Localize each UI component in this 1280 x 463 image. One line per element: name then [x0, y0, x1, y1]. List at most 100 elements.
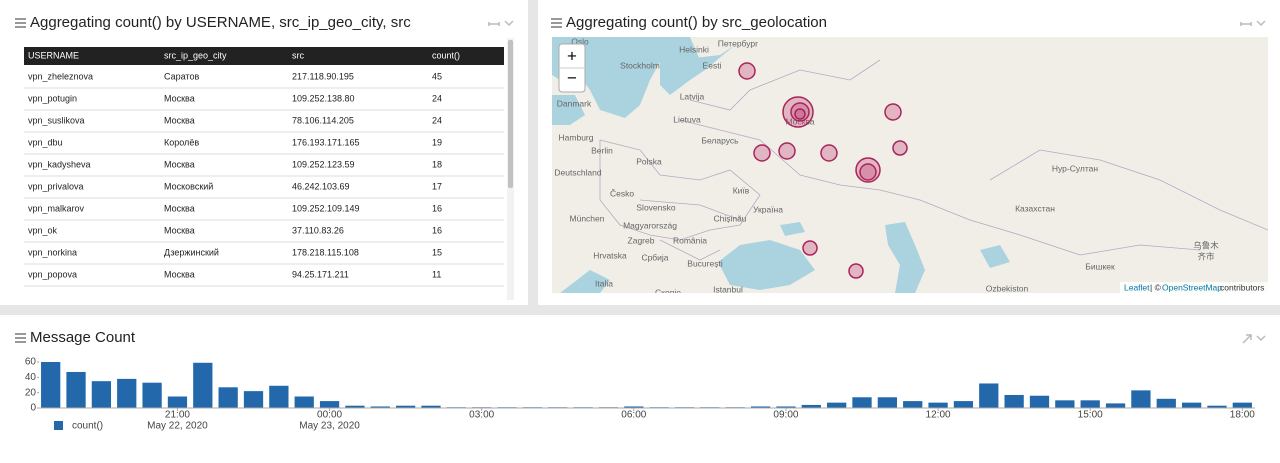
attribution-link[interactable]: OpenStreetMap: [1162, 282, 1222, 292]
x-tick-label: 09:00: [773, 410, 798, 421]
table-cell: 46.242.103.69: [292, 181, 350, 191]
x-tick-label: 03:00: [469, 410, 494, 421]
bar: [66, 371, 86, 408]
column-header: count(): [432, 50, 460, 60]
table-header: [24, 47, 504, 65]
panel-controls[interactable]: [488, 20, 1266, 344]
scrollbar[interactable]: [508, 40, 513, 188]
sea: [780, 222, 805, 236]
map-label: Magyarország: [623, 220, 677, 230]
bar: [193, 362, 213, 408]
attribution-text: | ©: [1150, 282, 1162, 292]
sea: [552, 95, 585, 125]
map-label: Hrvatska: [593, 250, 627, 260]
bar: [1080, 400, 1100, 408]
attribution-link[interactable]: Leaflet: [1124, 282, 1150, 292]
table-cell: vpn_dbu: [28, 137, 63, 147]
map-label: Stockholm: [620, 60, 660, 70]
table-cell: 17: [432, 181, 442, 191]
zoom-in[interactable]: +: [567, 46, 577, 65]
bar: [852, 397, 872, 408]
bar: [1156, 398, 1176, 408]
borders: [599, 59, 1268, 261]
map-label: Polska: [636, 156, 662, 166]
table-cell: 94.25.171.211: [292, 269, 349, 279]
table-cell: Москва: [164, 269, 195, 279]
table-cell: Москва: [164, 203, 195, 213]
bar: [877, 397, 897, 408]
zoom-out[interactable]: −: [567, 68, 577, 87]
column-header: src: [292, 50, 304, 60]
chart: 0 20 40 60 21:00 00:00 03:00 06:00 09:00 12:00 15:…: [25, 357, 1255, 432]
table-cell: 217.118.90.195: [292, 71, 354, 81]
map-label: Hamburg: [559, 132, 594, 142]
map[interactable]: Oslo Helsinki Петербург Stockholm Eesti Latvi…: [552, 36, 1268, 297]
bar: [396, 405, 416, 408]
map-label: Oslo: [571, 36, 589, 46]
map-label: Бишкек: [1085, 261, 1115, 271]
x-tick-label: 06:00: [621, 410, 646, 421]
bar: [953, 401, 974, 408]
map-label: Latvija: [680, 91, 705, 101]
table-cell: vpn_potugin: [28, 93, 77, 103]
table-cell: 15: [432, 247, 442, 257]
table-cell: vpn_kadysheva: [28, 159, 91, 169]
map-label: München: [570, 213, 605, 223]
table-cell: Саратов: [164, 71, 199, 81]
menu-icon[interactable]: [551, 18, 562, 28]
map-label: Казахстан: [1015, 203, 1055, 213]
table-cell: Москва: [164, 115, 195, 125]
bar: [243, 391, 264, 408]
table-panel: [0, 0, 528, 305]
map-label: Србија: [641, 252, 668, 262]
table-cell: Дзержинский: [164, 247, 219, 257]
table-cell: Москва: [164, 225, 195, 235]
menu-icon[interactable]: [15, 333, 26, 343]
bar: [41, 362, 61, 408]
map-label: Беларусь: [701, 135, 739, 145]
panel-title: Aggregating count() by USERNAME, src_ip_…: [30, 14, 411, 31]
legend-label: count(): [72, 421, 103, 432]
bar: [801, 404, 821, 408]
table-cell: 109.252.109.149: [292, 203, 360, 213]
table-cell: 45: [432, 71, 442, 81]
bar: [1131, 390, 1151, 408]
map-label: Berlin: [591, 145, 613, 155]
table-cell: Московский: [164, 181, 213, 191]
map-label: 乌鲁木: [1193, 240, 1219, 250]
table-cell: vpn_ok: [28, 225, 58, 235]
map-label: Italia: [595, 278, 613, 288]
y-tick-label: 20: [25, 387, 37, 398]
map-label: Lietuva: [673, 114, 701, 124]
table-cell: Королёв: [164, 137, 199, 147]
map-labels: Oslo Helsinki Петербург Stockholm Eesti Latvi…: [554, 36, 1219, 293]
date-label: May 22, 2020: [147, 421, 208, 432]
bar: [319, 401, 340, 408]
legend-swatch: [54, 421, 63, 430]
bar: [142, 382, 162, 408]
map-label: Slovensko: [636, 202, 675, 212]
bar: [776, 406, 796, 408]
bar: [1207, 405, 1227, 408]
map-label: București: [687, 258, 723, 268]
map-label: Helsinki: [679, 44, 709, 54]
panel-title: Message Count: [30, 329, 136, 346]
table-cell: 18: [432, 159, 442, 169]
map-label: Deutschland: [554, 167, 602, 177]
column-header: src_ip_geo_city: [164, 50, 227, 60]
bar: [167, 396, 188, 408]
sea: [560, 270, 610, 293]
bar: [1105, 403, 1126, 408]
sea: [885, 222, 925, 293]
menu-icon[interactable]: [15, 18, 26, 28]
lake: [980, 245, 1010, 268]
table-cell: 24: [432, 115, 442, 125]
map-label: Chișinău: [713, 213, 746, 223]
markers[interactable]: [738, 62, 908, 279]
bar: [117, 378, 137, 408]
bar: [370, 406, 390, 408]
table-cell: vpn_popova: [28, 269, 77, 279]
bar: [1029, 395, 1050, 408]
bar: [421, 405, 441, 408]
